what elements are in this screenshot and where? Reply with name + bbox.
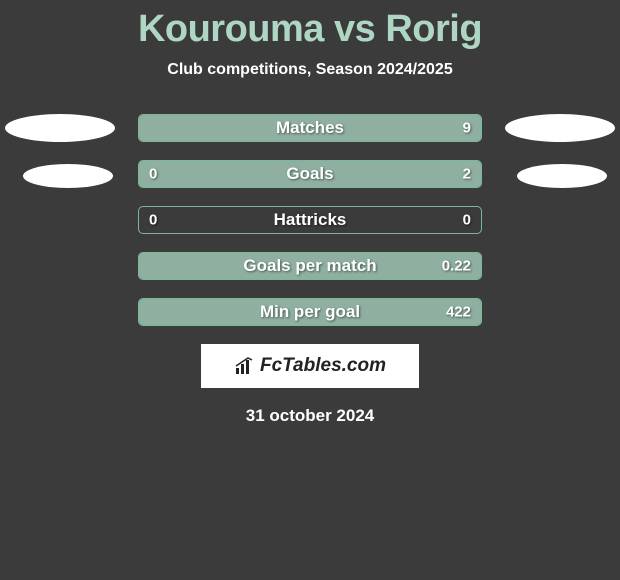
stat-value-right: 422 — [446, 304, 471, 321]
stat-label: Hattricks — [274, 210, 347, 230]
stat-row-hattricks: 0 Hattricks 0 — [138, 206, 482, 234]
logo-text: FcTables.com — [234, 355, 386, 377]
stat-value-right: 2 — [463, 166, 471, 183]
stat-label: Goals per match — [243, 256, 376, 276]
stat-row-matches: Matches 9 — [138, 114, 482, 142]
team-logo-right — [517, 164, 607, 188]
team-logo-left — [23, 164, 113, 188]
page-title: Kourouma vs Rorig — [0, 0, 620, 51]
stat-value-right: 9 — [463, 120, 471, 137]
stats-container: Matches 9 0 Goals 2 0 Hattricks 0 Goals … — [0, 114, 620, 326]
stat-label: Goals — [286, 164, 333, 184]
stat-row-min-per-goal: Min per goal 422 — [138, 298, 482, 326]
stat-value-right: 0 — [463, 212, 471, 229]
logo-label: FcTables.com — [260, 355, 386, 377]
stat-label: Matches — [276, 118, 344, 138]
stat-row-goals: 0 Goals 2 — [138, 160, 482, 188]
footer-date: 31 october 2024 — [0, 406, 620, 426]
branding-logo[interactable]: FcTables.com — [201, 344, 419, 388]
page-subtitle: Club competitions, Season 2024/2025 — [0, 61, 620, 79]
stat-row-goals-per-match: Goals per match 0.22 — [138, 252, 482, 280]
stat-label: Min per goal — [260, 302, 360, 322]
chart-icon — [234, 356, 256, 376]
stat-value-right: 0.22 — [442, 258, 471, 275]
stat-value-left: 0 — [149, 212, 157, 229]
stat-value-left: 0 — [149, 166, 157, 183]
stat-fill-right — [201, 161, 481, 187]
player-avatar-left — [5, 114, 115, 142]
player-avatar-right — [505, 114, 615, 142]
